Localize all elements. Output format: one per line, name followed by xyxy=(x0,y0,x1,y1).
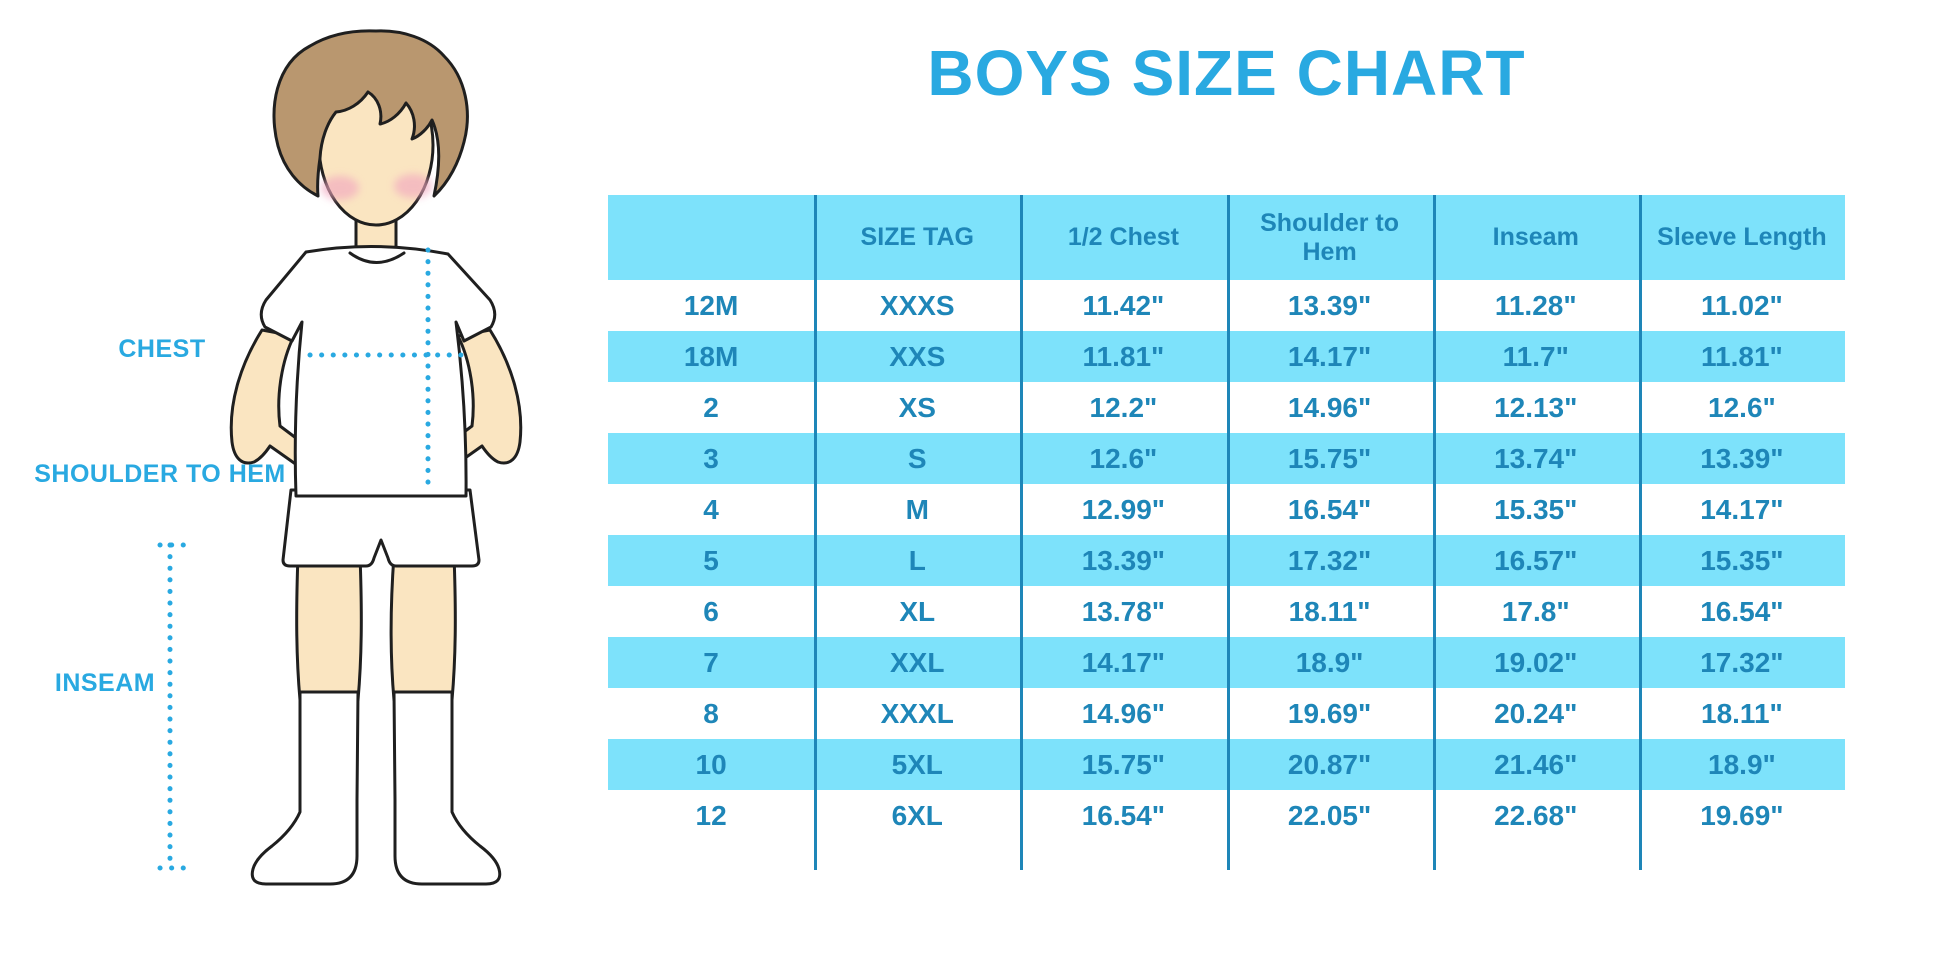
boy-left-arm xyxy=(229,328,314,472)
column-header: Sleeve Length xyxy=(1657,223,1827,252)
table-cell: 21.46" xyxy=(1494,748,1578,780)
table-cell: 17.32" xyxy=(1287,544,1372,576)
table-cell: 12 xyxy=(695,799,727,831)
table-cell: 16.54" xyxy=(1700,595,1784,627)
column-separator-line xyxy=(1638,195,1642,870)
page-title: BOYS SIZE CHART xyxy=(927,37,1526,109)
table-cell: 11.42" xyxy=(1082,289,1165,321)
table-cell: 22.68" xyxy=(1494,799,1578,831)
table-cell: 19.69" xyxy=(1700,799,1784,831)
inseam-label: INSEAM xyxy=(55,669,155,697)
table-cell: 18.11" xyxy=(1288,595,1371,627)
table-cell: 17.8" xyxy=(1501,595,1570,627)
table-cell: XS xyxy=(898,391,936,423)
table-cell: 15.75" xyxy=(1287,442,1372,474)
boy-measurement-figure: CHEST SHOULDER TO HEM INSEAM xyxy=(34,29,523,886)
table-cell: 15.75" xyxy=(1081,748,1166,780)
boy-left-sock xyxy=(250,690,360,886)
table-cell: 19.69" xyxy=(1287,697,1372,729)
table-cell: 19.02" xyxy=(1494,646,1578,678)
table-cell: 11.81" xyxy=(1082,340,1165,372)
column-header: SIZE TAG xyxy=(860,223,974,252)
table-cell: 22.05" xyxy=(1287,799,1372,831)
table-cell: XXXS xyxy=(879,289,955,321)
table-cell: M xyxy=(905,493,929,525)
table-cell: 18.9" xyxy=(1295,646,1364,678)
boy-left-leg xyxy=(295,553,363,702)
table-cell: 12.13" xyxy=(1494,391,1578,423)
table-cell: 15.35" xyxy=(1494,493,1578,525)
table-cell: 18.11" xyxy=(1701,697,1783,729)
table-cell: 6XL xyxy=(891,799,943,831)
table-cell: XL xyxy=(899,595,936,627)
boy-shorts xyxy=(281,488,481,568)
table-cell: XXL xyxy=(890,646,945,678)
table-cell: 12.6" xyxy=(1089,442,1158,474)
table-cell: 20.87" xyxy=(1287,748,1372,780)
table-cell: 16.57" xyxy=(1494,544,1578,576)
column-header xyxy=(608,195,814,280)
column-separator-line xyxy=(1432,195,1436,870)
boy-right-sock xyxy=(392,690,502,886)
size-table: SIZE TAG 1/2 Chest Shoulder to Hem Inseam Sl… xyxy=(608,195,1845,870)
column-header: Shoulder to Hem xyxy=(1260,208,1400,266)
table-cell: 6 xyxy=(703,595,719,627)
table-cell: 12.6" xyxy=(1708,391,1776,423)
table-cell: 18M xyxy=(683,340,739,372)
table-cell: 12M xyxy=(683,289,739,321)
table-cell: 11.7" xyxy=(1502,340,1569,372)
chest-label: CHEST xyxy=(118,335,205,363)
table-cell: 16.54" xyxy=(1081,799,1166,831)
table-cell: 3 xyxy=(703,442,719,474)
table-cell: S xyxy=(907,442,927,474)
table-cell: 5 xyxy=(703,544,719,576)
table-cell: 11.81" xyxy=(1701,340,1783,372)
table-cell: 20.24" xyxy=(1494,697,1578,729)
table-cell: 14.96" xyxy=(1287,391,1372,423)
column-separator-line xyxy=(814,195,818,870)
boy-tshirt xyxy=(259,245,497,498)
table-cell: 14.96" xyxy=(1081,697,1166,729)
table-cell: XXS xyxy=(889,340,946,372)
table-cell: 13.39" xyxy=(1287,289,1372,321)
boy-right-leg xyxy=(389,553,457,702)
table-cell: 4 xyxy=(703,493,719,525)
table-cell: 13.78" xyxy=(1081,595,1166,627)
table-cell: 13.39" xyxy=(1700,442,1784,474)
table-cell: 13.39" xyxy=(1081,544,1166,576)
table-cell: L xyxy=(908,544,926,576)
table-cell: XXXL xyxy=(880,697,954,729)
table-cell: 15.35" xyxy=(1700,544,1784,576)
table-cell: 11.28" xyxy=(1494,289,1577,321)
table-cell: 5XL xyxy=(891,748,943,780)
table-cell: 2 xyxy=(703,391,719,423)
column-header: 1/2 Chest xyxy=(1067,223,1179,252)
table-cell: 10 xyxy=(695,748,727,780)
table-cell: 12.99" xyxy=(1081,493,1166,525)
boy-right-cheek-blush xyxy=(394,174,432,198)
table-cell: 13.74" xyxy=(1494,442,1578,474)
table-cell: 17.32" xyxy=(1700,646,1784,678)
table-cell: 8 xyxy=(703,697,719,729)
boy-tshirt-collar xyxy=(348,251,406,264)
boy-hair xyxy=(272,29,469,198)
column-header: Inseam xyxy=(1492,223,1579,252)
column-separator-line xyxy=(1020,195,1024,870)
table-cell: 18.9" xyxy=(1708,748,1776,780)
shoulder-to-hem-label: SHOULDER TO HEM xyxy=(34,460,286,488)
table-cell: 16.54" xyxy=(1287,493,1372,525)
column-separator-line xyxy=(1226,195,1230,870)
table-cell: 14.17" xyxy=(1700,493,1784,525)
table-cell: 7 xyxy=(703,646,719,678)
table-cell: 12.2" xyxy=(1089,391,1158,423)
table-cell: 14.17" xyxy=(1287,340,1372,372)
table-cell: 14.17" xyxy=(1081,646,1166,678)
boy-left-cheek-blush xyxy=(321,176,359,200)
table-cell: 11.02" xyxy=(1701,289,1783,321)
